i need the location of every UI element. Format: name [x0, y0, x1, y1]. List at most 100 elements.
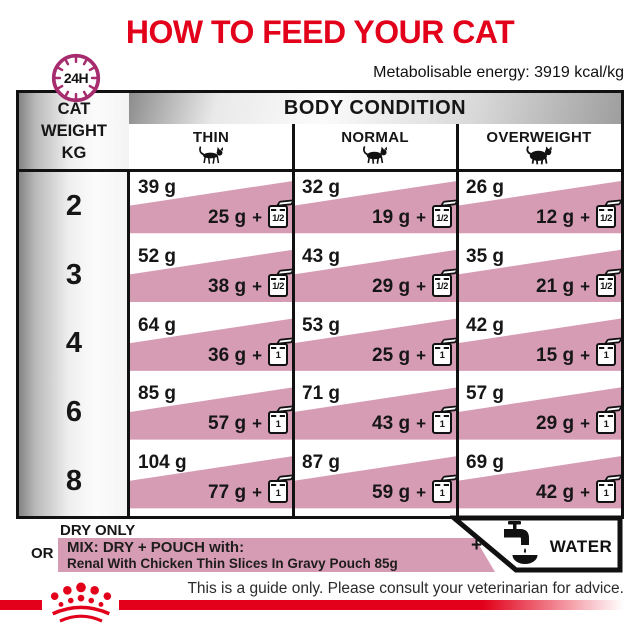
- feed-cell: 71 g 43 g + 1: [293, 378, 457, 447]
- water-badge: WATER: [450, 515, 623, 573]
- pouch-count: 1: [275, 487, 281, 499]
- weight-value: 4: [65, 327, 83, 360]
- pouch-icon: 1: [268, 405, 293, 435]
- condition-subheader: THIN NORMAL: [129, 124, 621, 169]
- mix-amount: 19 g: [372, 207, 411, 228]
- plus-sign: +: [252, 414, 262, 434]
- plus-sign: +: [416, 208, 426, 227]
- pouch-flap: [439, 268, 457, 276]
- pouch-flap: [603, 405, 621, 414]
- column-divider: [292, 124, 295, 516]
- plus-sign: +: [580, 276, 590, 296]
- mix-amount: 42 g: [536, 482, 575, 504]
- legend-mix-title: MIX: DRY + POUCH with:: [67, 539, 245, 556]
- table-row: 6 85 g 57 g + 1 71 g 43 g +: [19, 378, 621, 447]
- mix-amount: 29 g: [536, 413, 575, 435]
- dry-amount: 39 g: [138, 177, 177, 198]
- pouch-count: 1/2: [272, 212, 284, 224]
- pouch-count: 1: [439, 418, 445, 430]
- pouch-count: 1: [275, 350, 281, 362]
- feed-cell: 57 g 29 g + 1: [457, 378, 621, 447]
- pouch-icon: 1: [432, 336, 457, 366]
- dry-amount: 26 g: [466, 177, 505, 198]
- pouch-count: 1/2: [272, 281, 284, 293]
- pouch-count: 1/2: [600, 281, 612, 293]
- mix-line: 29 g + 1/2: [372, 268, 457, 298]
- mix-amount: 36 g: [208, 344, 247, 366]
- dry-amount: 104 g: [138, 452, 187, 474]
- pouch-icon: 1/2: [268, 199, 293, 228]
- disclaimer-text: This is a guide only. Please consult you…: [187, 580, 624, 597]
- pouch-flap: [603, 336, 621, 345]
- pouch-flap: [275, 405, 293, 414]
- condition-overweight: OVERWEIGHT: [457, 124, 621, 169]
- pouch-icon: 1: [268, 336, 293, 366]
- page-title: HOW TO FEED YOUR CAT: [125, 14, 515, 50]
- dry-amount: 87 g: [302, 452, 341, 474]
- condition-label: THIN: [192, 128, 230, 146]
- pouch-icon: 1: [596, 474, 621, 504]
- pouch-flap: [275, 336, 293, 345]
- weight-column-background: [19, 93, 129, 516]
- legend-dry-only: DRY ONLY: [60, 522, 136, 539]
- pouch-count: 1: [439, 350, 445, 362]
- pouch-icon: 1: [268, 474, 293, 504]
- plus-sign: +: [416, 483, 426, 503]
- water-plus-sign: +: [471, 535, 483, 556]
- feed-cell: 39 g 25 g + 1/2: [129, 172, 293, 241]
- mix-amount: 25 g: [208, 207, 247, 228]
- pouch-icon: 1/2: [596, 199, 621, 228]
- dry-amount: 71 g: [302, 383, 341, 405]
- plus-sign: +: [416, 414, 426, 434]
- weight-header-line3: KG: [61, 143, 87, 162]
- dry-amount: 57 g: [466, 383, 505, 405]
- feed-cell: 42 g 15 g + 1: [457, 310, 621, 379]
- dry-amount: 53 g: [302, 314, 341, 336]
- mix-amount: 21 g: [536, 275, 575, 297]
- feed-cell: 26 g 12 g + 1/2: [457, 172, 621, 241]
- table-row: 4 64 g 36 g + 1 53 g 25 g +: [19, 310, 621, 379]
- mix-amount: 12 g: [536, 207, 575, 228]
- plus-sign: +: [580, 483, 590, 503]
- tap-icon: [504, 521, 538, 564]
- pouch-icon: 1: [596, 405, 621, 435]
- mix-line: 42 g + 1: [536, 474, 621, 504]
- feeding-table: BODY CONDITION CAT WEIGHT KG THIN: [16, 90, 624, 519]
- dry-amount: 64 g: [138, 314, 177, 336]
- feed-cell: 69 g 42 g + 1: [457, 447, 621, 516]
- royal-canin-crown-logo: [50, 582, 112, 623]
- mix-amount: 57 g: [208, 413, 247, 435]
- dry-amount: 32 g: [302, 177, 341, 198]
- feed-cell: 32 g 19 g + 1/2: [293, 172, 457, 241]
- mix-amount: 29 g: [372, 275, 411, 297]
- dry-amount: 85 g: [138, 383, 177, 405]
- legend-mix-subtitle: Renal With Chicken Thin Slices In Gravy …: [67, 556, 398, 571]
- mix-line: 43 g + 1: [372, 405, 457, 435]
- normal-cat-icon: [363, 145, 388, 164]
- pouch-flap: [603, 474, 621, 482]
- feed-cell: 87 g 59 g + 1: [293, 447, 457, 516]
- weight-header: CAT WEIGHT KG: [19, 99, 129, 164]
- overweight-cat-icon: [526, 145, 552, 164]
- condition-normal: NORMAL: [293, 124, 457, 169]
- mix-line: 25 g + 1: [372, 336, 457, 367]
- pouch-icon: 1: [596, 336, 621, 366]
- body-condition-header: BODY CONDITION: [129, 93, 621, 124]
- pouch-icon: 1/2: [268, 268, 293, 297]
- mix-line: 36 g + 1: [208, 336, 293, 367]
- mix-line: 15 g + 1: [536, 336, 621, 367]
- mix-line: 12 g + 1/2: [536, 199, 621, 229]
- legend-or: OR: [31, 545, 54, 562]
- pouch-flap: [275, 474, 293, 482]
- pouch-flap: [439, 336, 457, 345]
- plus-sign: +: [416, 345, 426, 365]
- weight-header-line2: WEIGHT: [41, 121, 107, 140]
- weight-value: 3: [65, 258, 83, 291]
- feed-cell: 104 g 77 g + 1: [129, 447, 293, 516]
- column-divider: [456, 124, 459, 516]
- feed-cell: 43 g 29 g + 1/2: [293, 241, 457, 310]
- pouch-icon: 1: [432, 405, 457, 435]
- feed-cell: 35 g 21 g + 1/2: [457, 241, 621, 310]
- pouch-flap: [275, 268, 293, 276]
